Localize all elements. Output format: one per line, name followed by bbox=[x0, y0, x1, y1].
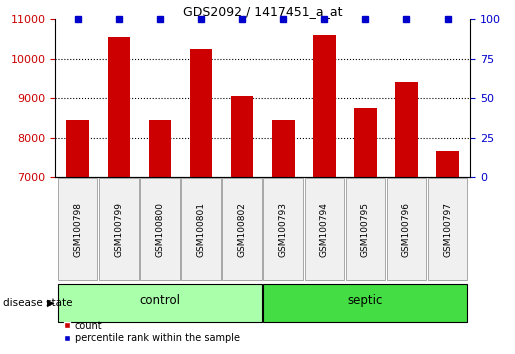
Bar bbox=[190, 49, 212, 177]
Bar bbox=[313, 35, 336, 177]
Bar bbox=[58, 178, 97, 280]
Text: GSM100794: GSM100794 bbox=[320, 202, 329, 257]
Bar bbox=[387, 178, 426, 280]
Bar bbox=[58, 284, 262, 322]
Text: GSM100793: GSM100793 bbox=[279, 202, 288, 257]
Text: GSM100799: GSM100799 bbox=[114, 202, 123, 257]
Bar bbox=[436, 152, 459, 177]
Bar bbox=[99, 178, 139, 280]
Bar bbox=[149, 120, 171, 177]
Bar bbox=[264, 284, 467, 322]
Bar bbox=[181, 178, 221, 280]
Bar bbox=[108, 37, 130, 177]
Bar bbox=[395, 82, 418, 177]
Text: GSM100795: GSM100795 bbox=[361, 202, 370, 257]
Text: GSM100797: GSM100797 bbox=[443, 202, 452, 257]
Text: GSM100802: GSM100802 bbox=[237, 202, 247, 257]
Title: GDS2092 / 1417451_a_at: GDS2092 / 1417451_a_at bbox=[183, 5, 342, 18]
Bar bbox=[428, 178, 467, 280]
Legend: count, percentile rank within the sample: count, percentile rank within the sample bbox=[60, 317, 244, 347]
Text: ▶: ▶ bbox=[47, 298, 55, 308]
Text: GSM100796: GSM100796 bbox=[402, 202, 411, 257]
Text: GSM100801: GSM100801 bbox=[197, 202, 205, 257]
Text: disease state: disease state bbox=[3, 298, 72, 308]
Bar bbox=[346, 178, 385, 280]
Bar bbox=[66, 120, 89, 177]
Text: control: control bbox=[140, 294, 180, 307]
Bar bbox=[140, 178, 180, 280]
Bar bbox=[264, 178, 303, 280]
Bar bbox=[304, 178, 344, 280]
Text: septic: septic bbox=[348, 294, 383, 307]
Bar bbox=[222, 178, 262, 280]
Bar bbox=[354, 108, 376, 177]
Text: GSM100798: GSM100798 bbox=[73, 202, 82, 257]
Bar bbox=[272, 120, 295, 177]
Bar bbox=[231, 96, 253, 177]
Text: GSM100800: GSM100800 bbox=[156, 202, 164, 257]
